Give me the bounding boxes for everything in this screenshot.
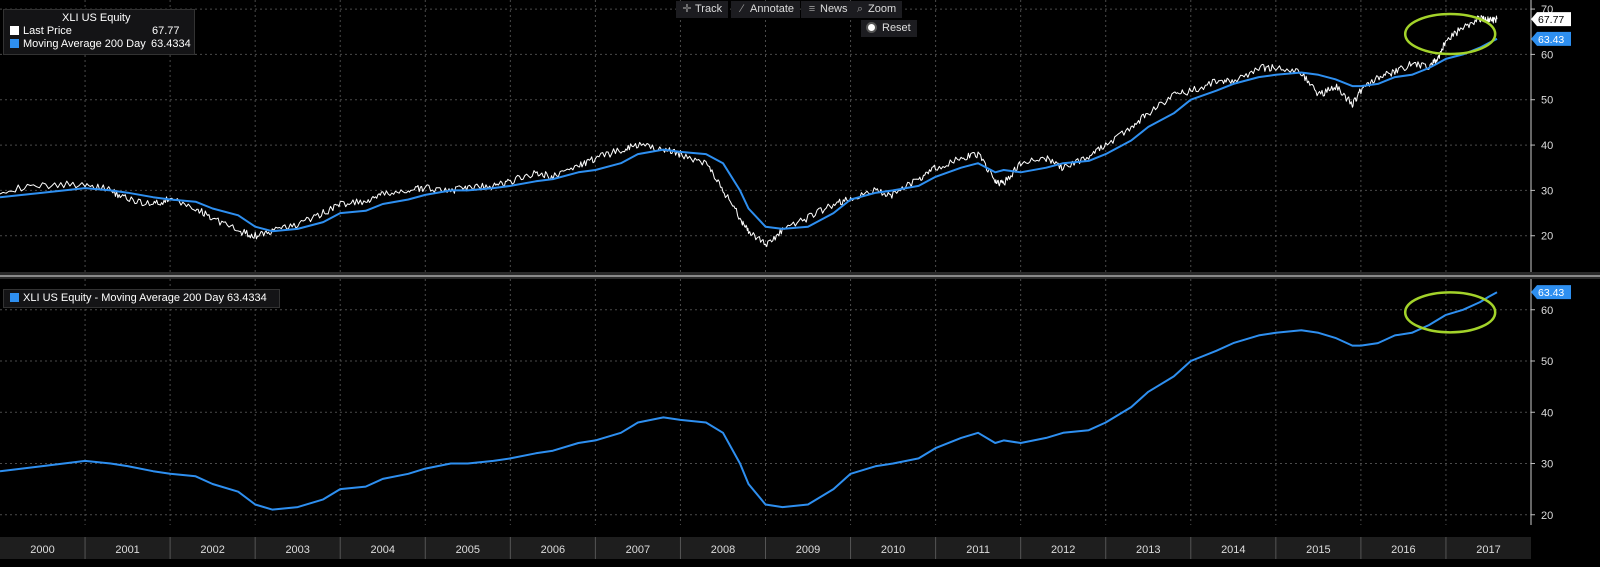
y-tick-label: 50 — [1541, 356, 1553, 368]
panel-separator-line — [0, 275, 1600, 277]
legend-title: XLI US Equity — [62, 12, 131, 24]
value-tag-label: 63.43 — [1538, 34, 1564, 46]
last-price-tag: 67.77 — [1531, 12, 1571, 27]
top-legend: XLI US Equity Last Price 67.77 Moving Av… — [3, 9, 195, 55]
x-tick-label: 2014 — [1221, 544, 1245, 556]
ma-swatch — [10, 293, 19, 302]
price-series-line — [0, 15, 1498, 248]
value-tag-label: 63.43 — [1538, 287, 1564, 299]
x-tick-label: 2004 — [371, 544, 395, 556]
x-tick-label: 2001 — [115, 544, 139, 556]
x-tick-label: 2013 — [1136, 544, 1160, 556]
moving-average-series-line — [0, 37, 1498, 233]
value-tag-shape — [1531, 285, 1571, 300]
y-tick-label: 40 — [1541, 407, 1553, 419]
moving-average-tag: 63.43 — [1531, 31, 1571, 46]
y-tick-label: 70 — [1541, 4, 1553, 16]
y-tick-label: 40 — [1541, 140, 1553, 152]
y-tick-label: 50 — [1541, 95, 1553, 107]
value-tag-label: 67.77 — [1538, 14, 1564, 26]
x-tick-label: 2003 — [285, 544, 309, 556]
zoom-button[interactable]: ⌕ Zoom — [849, 1, 903, 18]
highlight-circle — [1403, 12, 1497, 56]
chart-toolbar: ✛ Track ∕ Annotate ≡ News ⌕ Zoom Reset — [0, 0, 1600, 42]
value-tag-shape — [1531, 12, 1571, 27]
x-tick-label: 2010 — [881, 544, 905, 556]
x-tick-label: 2011 — [966, 544, 990, 556]
y-tick-label: 20 — [1541, 231, 1553, 243]
moving-average-swatch — [10, 39, 19, 48]
x-tick-label: 2000 — [30, 544, 54, 556]
legend-entry-moving-average: Moving Average 200 Day 63.4334 — [4, 38, 194, 51]
pencil-icon: ∕ — [741, 3, 743, 15]
y-tick-label: 20 — [1541, 510, 1553, 522]
reset-button[interactable]: Reset — [861, 20, 917, 37]
bottom-legend: XLI US Equity - Moving Average 200 Day 6… — [3, 289, 280, 308]
x-tick-label: 2007 — [626, 544, 650, 556]
moving-average-series-line — [0, 291, 1498, 511]
last-price-value: 67.77 — [152, 25, 180, 37]
y-tick-label: 60 — [1541, 49, 1553, 61]
track-button[interactable]: ✛ Track — [676, 1, 729, 18]
x-tick-label: 2008 — [711, 544, 735, 556]
news-button[interactable]: ≡ News — [801, 1, 854, 18]
x-tick-label: 2009 — [796, 544, 820, 556]
y-tick-label: 60 — [1541, 305, 1553, 317]
x-tick-label: 2012 — [1051, 544, 1075, 556]
y-tick-label: 30 — [1541, 459, 1553, 471]
y-tick-label: 30 — [1541, 185, 1553, 197]
highlight-circle — [1403, 291, 1497, 334]
x-tick-label: 2002 — [200, 544, 224, 556]
last-price-swatch — [10, 26, 19, 35]
moving-average-value: 63.4334 — [151, 38, 191, 50]
magnifier-icon: ⌕ — [856, 3, 864, 15]
moving-average-tag: 63.43 — [1531, 285, 1571, 300]
news-icon: ≡ — [808, 3, 816, 15]
value-tag-shape — [1531, 31, 1571, 46]
annotate-button[interactable]: ∕ Annotate — [731, 1, 801, 18]
reset-icon — [866, 22, 877, 33]
x-tick-label: 2006 — [541, 544, 565, 556]
crosshair-icon: ✛ — [682, 3, 692, 15]
x-tick-label: 2017 — [1476, 544, 1500, 556]
legend-entry-last-price: Last Price 67.77 — [4, 25, 194, 38]
x-tick-label: 2015 — [1306, 544, 1330, 556]
x-tick-label: 2005 — [456, 544, 480, 556]
legend-entry-ma: XLI US Equity - Moving Average 200 Day 6… — [4, 292, 279, 305]
x-tick-label: 2016 — [1391, 544, 1415, 556]
